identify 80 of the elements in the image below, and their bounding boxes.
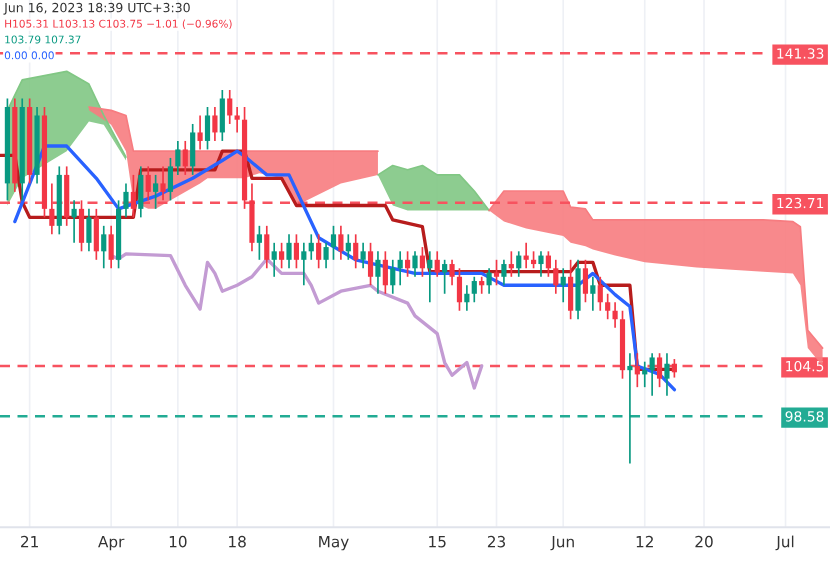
candlestick <box>545 250 551 278</box>
candlestick <box>671 358 677 379</box>
candlestick <box>301 241 307 287</box>
candlestick <box>175 140 181 176</box>
candlestick <box>145 165 151 202</box>
candlestick <box>612 301 618 329</box>
candlestick <box>390 258 396 295</box>
candlestick <box>93 208 99 261</box>
candlestick <box>382 250 388 295</box>
candlestick <box>219 89 225 142</box>
candlestick <box>597 275 603 312</box>
candlestick <box>479 275 485 295</box>
candlestick <box>360 241 366 270</box>
candlestick <box>627 352 633 465</box>
candlestick <box>634 352 640 388</box>
candlestick <box>367 241 374 287</box>
candlestick <box>78 199 85 253</box>
candlestick <box>227 89 233 125</box>
candlestick <box>442 258 448 295</box>
candlestick <box>160 165 166 202</box>
candlestick <box>279 241 285 270</box>
candlestick <box>130 174 136 219</box>
candlestick <box>101 225 107 270</box>
candlestick <box>553 258 559 295</box>
candlestick <box>664 352 670 397</box>
candlestick <box>605 292 611 321</box>
candlestick <box>338 225 344 261</box>
candlestick <box>419 246 425 278</box>
candlestick <box>182 140 188 176</box>
candlestick <box>286 233 292 270</box>
candlestick <box>590 275 596 312</box>
candlestick <box>190 123 196 176</box>
candlestick <box>582 258 589 304</box>
candlestick <box>293 233 300 270</box>
candlestick <box>323 241 329 270</box>
candlestick <box>649 352 655 397</box>
candlestick <box>86 208 92 253</box>
candlestick <box>523 241 529 270</box>
candlestick <box>405 250 411 278</box>
candlestick <box>123 182 129 219</box>
candlestick <box>256 225 262 261</box>
candlestick <box>353 233 359 270</box>
candlestick <box>427 250 433 304</box>
candlestick <box>456 267 463 312</box>
candlestick <box>397 250 403 287</box>
candlestick <box>204 106 211 151</box>
candlestick <box>560 267 566 304</box>
candlestick <box>234 106 240 134</box>
candlestick <box>642 360 648 388</box>
candlestick <box>167 157 174 202</box>
candlestick <box>486 267 492 295</box>
candlestick <box>568 258 574 321</box>
candlestick <box>516 250 522 278</box>
candlestick <box>316 233 322 270</box>
candlestick <box>197 114 203 151</box>
candlestick <box>264 225 270 270</box>
candlestick <box>330 225 337 261</box>
candlestick <box>375 250 381 295</box>
candlestick <box>493 258 500 287</box>
candlestick <box>49 182 55 236</box>
candlestick <box>656 352 663 388</box>
candlestick <box>434 250 440 278</box>
candlestick <box>138 165 144 219</box>
candlestick <box>249 182 255 253</box>
candlestick <box>153 174 159 210</box>
candlestick <box>271 241 277 278</box>
candlestick <box>308 233 314 261</box>
candlestick <box>64 165 70 227</box>
candlestick <box>471 275 477 304</box>
candlestick <box>464 284 470 312</box>
candlestick <box>212 106 218 142</box>
candlestick <box>71 199 77 244</box>
candlestick <box>538 250 544 278</box>
candlestick <box>575 258 581 321</box>
candlestick <box>508 250 514 278</box>
candlestick <box>412 250 418 278</box>
candlestick <box>449 258 455 287</box>
candlestick <box>108 225 114 270</box>
candlestick <box>501 258 507 287</box>
candlestick <box>345 233 351 261</box>
